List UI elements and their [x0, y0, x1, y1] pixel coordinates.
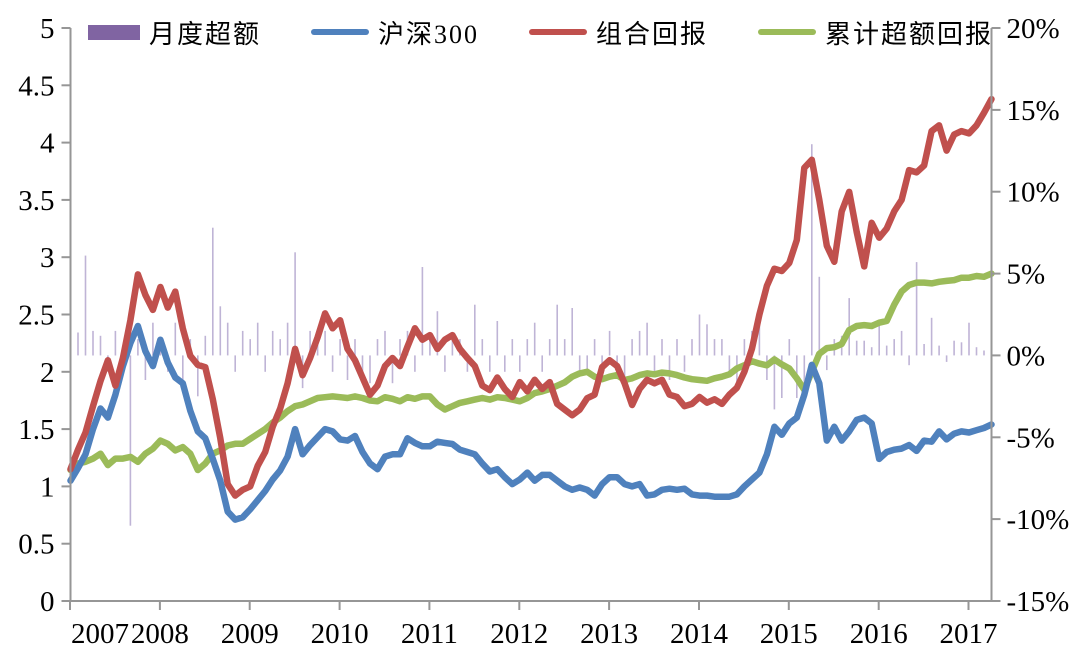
legend-item-portfolio-return: 组合回报 — [528, 14, 708, 51]
x-axis-year-label: 2016 — [850, 618, 908, 650]
legend-item-cumulative-excess: 累计超额回报 — [757, 14, 993, 51]
portfolio-return-swatch-icon — [528, 29, 587, 35]
x-axis-year-label: 2008 — [131, 618, 189, 650]
right-axis-tick-label: 20% — [1007, 13, 1060, 45]
x-axis-year-label: 2010 — [311, 618, 369, 650]
left-axis-tick-label: 3 — [40, 242, 55, 274]
left-axis-tick-label: 2.5 — [18, 300, 54, 332]
cumulative-excess-swatch-icon — [757, 29, 816, 35]
x-axis-year-label: 2013 — [580, 618, 638, 650]
right-axis-tick-label: 0% — [1007, 340, 1046, 372]
legend-item-csi300: 沪深300 — [310, 14, 479, 51]
x-axis-year-label: 2007 — [71, 618, 129, 650]
right-axis-tick-label: 10% — [1007, 177, 1060, 209]
left-axis-tick-label: 5 — [40, 13, 55, 45]
right-axis-tick-label: 15% — [1007, 95, 1060, 127]
right-axis-tick-label: -15% — [1007, 586, 1070, 618]
left-axis-tick-label: 1 — [40, 471, 55, 503]
left-axis-tick-label: 0.5 — [18, 529, 54, 561]
right-axis-tick-label: -5% — [1007, 422, 1055, 454]
legend-item-monthly-excess: 月度超额 — [88, 14, 261, 51]
monthly-excess-bars — [69, 144, 993, 526]
right-axis-tick-label: 5% — [1007, 259, 1046, 291]
legend-label-monthly-excess: 月度超额 — [149, 19, 262, 49]
x-axis-year-label: 2014 — [670, 618, 729, 650]
right-axis-tick-label: -10% — [1007, 504, 1070, 536]
legend-label-cumulative-excess: 累计超额回报 — [824, 19, 993, 49]
left-axis-tick-label: 0 — [40, 586, 55, 618]
x-axis-year-label: 2012 — [490, 618, 548, 650]
x-axis-year-label: 2015 — [760, 618, 818, 650]
legend-label-csi300: 沪深300 — [377, 19, 479, 49]
left-axis-tick-label: 3.5 — [18, 185, 54, 217]
left-axis-tick-label: 4.5 — [18, 70, 54, 102]
csi300-swatch-icon — [310, 29, 369, 35]
axis-labels: 5 4.5 4 3.5 3 2.5 2 1.5 1 0.5 0 20% 15% 10% 5% 0% -5% -10… — [18, 13, 1069, 650]
left-axis-tick-label: 1.5 — [18, 414, 54, 446]
left-axis-tick-label: 4 — [40, 128, 55, 160]
chart-legend: 月度超额 沪深300 组合回报 累计超额回报 — [88, 12, 993, 52]
x-axis-year-label: 2009 — [221, 618, 279, 650]
x-axis-year-label: 2017 — [940, 618, 998, 650]
axes — [61, 27, 1001, 610]
legend-label-portfolio-return: 组合回报 — [595, 19, 708, 49]
portfolio-return-line — [67, 95, 995, 499]
left-axis-tick-label: 2 — [40, 357, 55, 389]
monthly-excess-swatch-icon — [88, 24, 140, 40]
x-axis-year-label: 2011 — [401, 618, 458, 650]
csi300-line — [67, 322, 995, 523]
